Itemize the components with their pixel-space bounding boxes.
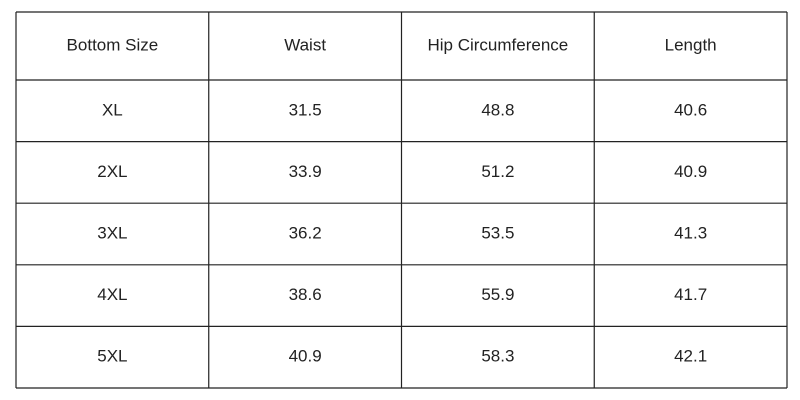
header-cell: Length xyxy=(665,35,717,54)
measure-cell: 36.2 xyxy=(289,223,322,242)
measure-cell: 58.3 xyxy=(481,347,514,366)
measure-cell: 40.6 xyxy=(674,100,707,119)
header-cell: Waist xyxy=(284,35,326,54)
size-cell: XL xyxy=(102,100,123,119)
header-cell: Hip Circumference xyxy=(427,35,568,54)
size-cell: 5XL xyxy=(97,347,127,366)
measure-cell: 38.6 xyxy=(289,285,322,304)
measure-cell: 40.9 xyxy=(289,347,322,366)
measure-cell: 31.5 xyxy=(289,100,322,119)
measure-cell: 40.9 xyxy=(674,162,707,181)
measure-cell: 48.8 xyxy=(481,100,514,119)
measure-cell: 51.2 xyxy=(481,162,514,181)
size-cell: 3XL xyxy=(97,223,127,242)
measure-cell: 41.7 xyxy=(674,285,707,304)
measure-cell: 53.5 xyxy=(481,223,514,242)
size-cell: 2XL xyxy=(97,162,127,181)
measure-cell: 33.9 xyxy=(289,162,322,181)
size-cell: 4XL xyxy=(97,285,127,304)
measure-cell: 41.3 xyxy=(674,223,707,242)
header-cell: Bottom Size xyxy=(67,35,159,54)
measure-cell: 42.1 xyxy=(674,347,707,366)
measure-cell: 55.9 xyxy=(481,285,514,304)
